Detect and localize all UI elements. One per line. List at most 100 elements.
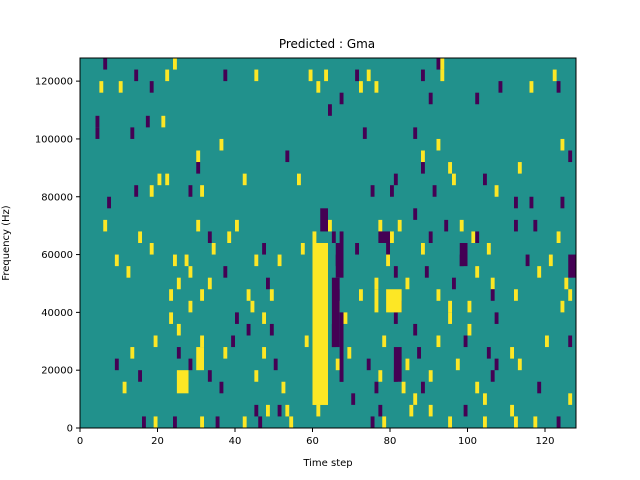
heatmap-cell	[386, 289, 402, 313]
y-tick-label: 60000	[41, 250, 73, 261]
heatmap-cell	[393, 347, 402, 382]
heatmap-cell	[413, 393, 418, 405]
heatmap-cell	[215, 416, 220, 428]
heatmap-cell	[355, 243, 360, 255]
heatmap-cell	[304, 335, 309, 348]
heatmap-cell	[494, 312, 499, 324]
x-axis-label: Time step	[302, 458, 352, 469]
heatmap-cell	[103, 58, 108, 70]
heatmap-cell	[145, 115, 150, 128]
heatmap-cell	[490, 370, 495, 382]
heatmap-cell	[339, 312, 344, 382]
heatmap-cell	[312, 231, 317, 243]
heatmap-cell	[250, 300, 255, 313]
heatmap-cell	[459, 219, 464, 232]
heatmap-cell	[351, 393, 356, 405]
heatmap-cell	[355, 69, 360, 82]
heatmap-cell	[537, 381, 542, 394]
heatmap-cell	[463, 404, 468, 417]
heatmap-cell	[157, 173, 162, 186]
heatmap-cell	[207, 370, 212, 382]
heatmap-cell	[269, 323, 274, 336]
heatmap-cell	[444, 219, 449, 232]
heatmap-cell	[556, 231, 561, 243]
heatmap-cell	[289, 416, 294, 428]
heatmap-cell	[153, 335, 158, 348]
heatmap-cell	[149, 81, 154, 93]
heatmap-cell	[262, 243, 267, 255]
heatmap-cell	[413, 323, 418, 336]
x-axis: 0 20 40 60 80 100 120	[77, 428, 555, 447]
heatmap-cell	[533, 219, 538, 232]
heatmap-cell	[475, 266, 480, 278]
heatmap-cell	[393, 312, 398, 324]
heatmap-cell	[417, 347, 422, 359]
heatmap-cell	[285, 404, 290, 417]
heatmap-cell	[421, 381, 425, 394]
heatmap-cell	[254, 69, 259, 82]
heatmap-cell	[99, 81, 104, 93]
heatmap-cell	[335, 243, 344, 278]
heatmap-cell	[231, 335, 236, 348]
heatmap-cell	[390, 185, 394, 197]
heatmap-cell	[510, 347, 515, 359]
heatmap-cell	[126, 266, 131, 278]
heatmap-cell	[486, 243, 491, 255]
heatmap-cell	[219, 381, 224, 394]
heatmap-cell	[331, 277, 340, 348]
heatmap-cell	[494, 185, 499, 197]
heatmap-cell	[312, 381, 328, 405]
heatmap-cell	[176, 277, 181, 290]
heatmap-cell	[184, 254, 189, 267]
x-tick-label: 60	[306, 436, 319, 447]
heatmap-cell	[432, 185, 437, 197]
heatmap-cell	[173, 254, 177, 267]
heatmap-cell	[118, 81, 123, 93]
heatmap-cell	[95, 115, 100, 128]
heatmap-cell	[165, 69, 170, 82]
heatmap-cell	[262, 312, 267, 324]
heatmap-cell	[374, 277, 379, 290]
heatmap-cell	[227, 231, 232, 243]
x-tick-label: 0	[77, 436, 83, 447]
heatmap-cell	[448, 300, 453, 313]
heatmap-cell	[176, 370, 189, 394]
heatmap-cell	[196, 219, 201, 232]
heatmap-cell	[331, 231, 336, 243]
heatmap-cell	[568, 289, 573, 301]
heatmap-cell	[103, 219, 108, 232]
heatmap-cell	[560, 138, 565, 151]
plot-area	[80, 58, 576, 428]
heatmap-cell	[463, 335, 468, 348]
heatmap-cell	[173, 416, 177, 428]
heatmap-cell	[459, 243, 468, 267]
heatmap-cell	[545, 335, 549, 348]
heatmap-cell	[374, 381, 379, 394]
heatmap-cell	[169, 312, 174, 324]
x-tick-label: 100	[458, 436, 477, 447]
heatmap-cell	[510, 404, 515, 417]
heatmap-cell	[401, 381, 406, 394]
heatmap-cell	[405, 358, 410, 371]
heatmap-cell	[421, 243, 425, 255]
heatmap-cell	[514, 289, 518, 301]
y-axis-label: Frequency (Hz)	[1, 205, 12, 281]
heatmap-cell	[413, 127, 418, 139]
heatmap-cell	[374, 81, 379, 93]
heatmap-cell	[297, 173, 301, 186]
heatmap-cell	[436, 289, 441, 301]
heatmap-cell	[560, 300, 565, 313]
heatmap-cell	[200, 416, 205, 428]
heatmap-cell	[448, 416, 453, 428]
heatmap-cell	[359, 289, 363, 301]
heatmap-cell	[219, 138, 224, 151]
heatmap-cell	[223, 347, 228, 359]
heatmap-cell	[471, 231, 476, 243]
heatmap-cell	[568, 150, 573, 163]
heatmap-cell	[475, 92, 480, 105]
heatmap-cell	[188, 358, 193, 371]
heatmap-cell	[223, 69, 228, 82]
heatmap-cell	[269, 289, 274, 301]
heatmap-cell	[122, 381, 127, 394]
